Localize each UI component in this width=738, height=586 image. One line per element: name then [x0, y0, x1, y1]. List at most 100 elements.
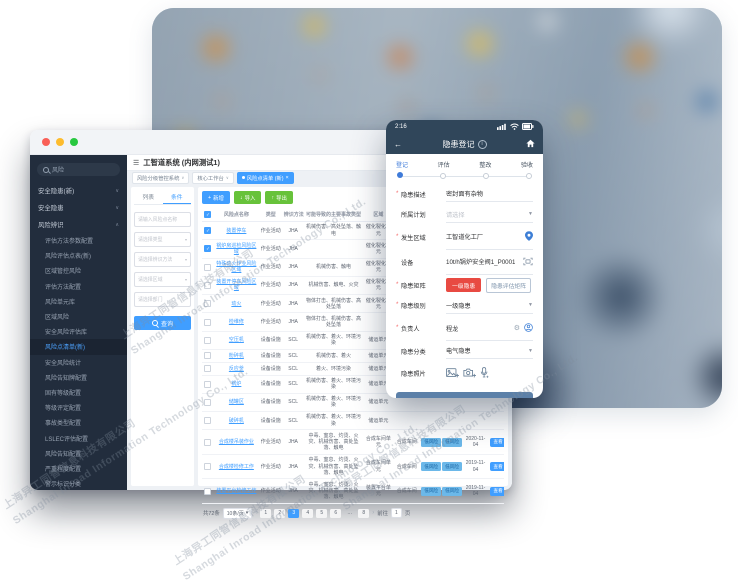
sidebar-group[interactable]: 安全隐患 ∨: [30, 199, 127, 216]
sidebar-item[interactable]: 区域管控风险: [45, 269, 82, 276]
risk-point-link[interactable]: 动火: [231, 300, 242, 307]
risk-point-link[interactable]: 合成楼检修工作: [218, 463, 254, 470]
field-control[interactable]: 工智道化工厂: [446, 225, 533, 250]
filter-tab[interactable]: 条件: [162, 190, 191, 204]
sidebar-item[interactable]: 固有等级配置: [45, 390, 82, 397]
jump-page-input[interactable]: 1: [391, 508, 402, 519]
page-button[interactable]: 3: [288, 508, 300, 518]
sidebar-item[interactable]: 风险单元库: [45, 299, 76, 306]
next-page-button[interactable]: ›: [372, 510, 375, 517]
filter-input[interactable]: 请选择部门: [134, 292, 191, 307]
page-button[interactable]: 5: [316, 508, 328, 518]
select-all-checkbox[interactable]: ✓: [204, 211, 212, 218]
chevron-down-icon[interactable]: ▼: [528, 347, 533, 354]
sidebar-item[interactable]: LSLEC评估配置: [45, 436, 89, 443]
field-control[interactable]: 电气隐患 ▼: [446, 343, 533, 360]
tab-active[interactable]: 风险点清单 (新) ×: [236, 171, 294, 184]
risk-point-link[interactable]: 装置平台检修工作: [216, 488, 257, 495]
sidebar-item[interactable]: 区域风险: [45, 315, 70, 322]
row-checkbox[interactable]: [204, 318, 212, 326]
row-checkbox[interactable]: [204, 398, 212, 406]
field-control[interactable]: 一级隐患 ▼: [446, 298, 533, 314]
risk-point-link[interactable]: 空压机: [228, 337, 244, 344]
row-action-button[interactable]: 查看: [489, 437, 504, 447]
camera-icon[interactable]: [463, 365, 476, 383]
page-button[interactable]: 8: [358, 508, 370, 518]
row-checkbox[interactable]: [204, 463, 212, 471]
risk-point-link[interactable]: 破碎机: [228, 417, 244, 424]
page-button[interactable]: 1: [260, 508, 272, 518]
page-button[interactable]: 4: [302, 508, 314, 518]
risk-point-link[interactable]: 反应釜: [228, 365, 244, 372]
submit-button[interactable]: 上报: [396, 391, 533, 398]
tab-item[interactable]: 核心工作台 ∨: [192, 171, 234, 184]
mic-icon[interactable]: [480, 365, 489, 383]
field-control[interactable]: 10t/h锅炉安全阀1_P0001: [446, 250, 533, 275]
field-control[interactable]: 密封面有杂物: [446, 186, 533, 203]
row-checkbox[interactable]: [204, 487, 212, 495]
row-action-button[interactable]: 查看: [489, 486, 504, 496]
matrix-level-button[interactable]: 一级隐患: [446, 278, 482, 293]
sidebar-item[interactable]: 评估方法配置: [45, 284, 82, 291]
risk-point-link[interactable]: 合成楼吊装作业: [218, 439, 254, 446]
page-size-select[interactable]: 10条/页 ▾: [222, 507, 253, 519]
sidebar-group[interactable]: 风险辨识 ∧: [30, 216, 127, 233]
sidebar-item[interactable]: 评估方法参数配置: [45, 239, 94, 246]
filter-select[interactable]: 请选择类型 ▾: [134, 232, 191, 247]
row-checkbox[interactable]: [204, 380, 212, 388]
risk-point-link[interactable]: 装置停车: [226, 227, 247, 234]
close-icon[interactable]: ×: [285, 174, 289, 181]
sidebar-item[interactable]: 风险告知牌配置: [45, 375, 88, 382]
risk-point-link[interactable]: 粉碎机: [228, 352, 244, 359]
sidebar-group[interactable]: 安全隐患(新) ∨: [30, 182, 127, 199]
query-button[interactable]: 查询: [134, 316, 191, 330]
row-checkbox[interactable]: ✓: [204, 227, 212, 235]
traffic-light-close[interactable]: [42, 138, 50, 146]
filter-tab[interactable]: 列表: [142, 195, 155, 201]
back-icon[interactable]: ←: [394, 139, 402, 149]
row-checkbox[interactable]: [204, 281, 212, 289]
field-control[interactable]: 请选择 ▼: [446, 207, 533, 223]
row-checkbox[interactable]: [204, 438, 212, 446]
field-control[interactable]: 一级隐患 隐患评估矩阵: [446, 275, 533, 296]
menu-icon[interactable]: ☰: [133, 159, 140, 167]
sidebar-item[interactable]: 警示标识分类: [45, 482, 82, 489]
filter-select[interactable]: 请选择辨识方法 ▾: [134, 252, 191, 267]
chevron-down-icon[interactable]: ▼: [528, 302, 533, 309]
page-button[interactable]: 6: [330, 508, 342, 518]
contact-icon[interactable]: [524, 319, 533, 337]
sidebar-item[interactable]: 严重程度配置: [45, 466, 82, 473]
row-checkbox[interactable]: ✓: [204, 245, 212, 253]
row-checkbox[interactable]: [204, 417, 212, 425]
scan-icon[interactable]: [523, 253, 533, 271]
info-icon[interactable]: i: [477, 139, 487, 149]
sidebar-item[interactable]: 风险点清单(新): [30, 339, 127, 355]
filter-select[interactable]: 请选择区域 ▾: [134, 272, 191, 287]
row-checkbox[interactable]: [204, 365, 212, 373]
risk-point-link[interactable]: 特殊动火作业风险区域: [216, 260, 257, 274]
tab-item[interactable]: 风险分级管控系统 ∨: [132, 171, 190, 184]
chevron-down-icon[interactable]: ▼: [528, 211, 533, 218]
row-action-button[interactable]: 查看: [489, 462, 504, 472]
matrix-eval-button[interactable]: 隐患评估矩阵: [486, 277, 531, 293]
field-control[interactable]: 程龙 ⚙: [446, 316, 533, 342]
page-button[interactable]: 2: [274, 508, 286, 518]
filter-input[interactable]: 请输入风险点名称: [134, 212, 191, 227]
prev-page-button[interactable]: ‹: [255, 510, 258, 517]
risk-point-link[interactable]: 锅炉: [231, 381, 242, 388]
sidebar-item[interactable]: 等级评定配置: [45, 406, 82, 413]
risk-point-link[interactable]: 检维修: [228, 318, 244, 325]
row-checkbox[interactable]: [204, 263, 212, 271]
field-control[interactable]: [446, 362, 533, 386]
row-checkbox[interactable]: [204, 352, 212, 360]
row-checkbox[interactable]: [204, 336, 212, 344]
toolbar-导出-button[interactable]: ↑ 导出: [265, 191, 293, 204]
location-icon[interactable]: [525, 228, 533, 246]
home-icon[interactable]: [523, 135, 535, 153]
traffic-light-zoom[interactable]: [70, 138, 78, 146]
sidebar-item[interactable]: 安全风险统计: [45, 360, 82, 367]
sidebar-item[interactable]: 安全风险评估库: [45, 330, 88, 337]
toolbar-导入-button[interactable]: ↓ 导入: [233, 191, 262, 204]
risk-point-link[interactable]: 储罐区: [228, 399, 244, 406]
sidebar-item[interactable]: 风险评估点表(新): [45, 254, 91, 261]
